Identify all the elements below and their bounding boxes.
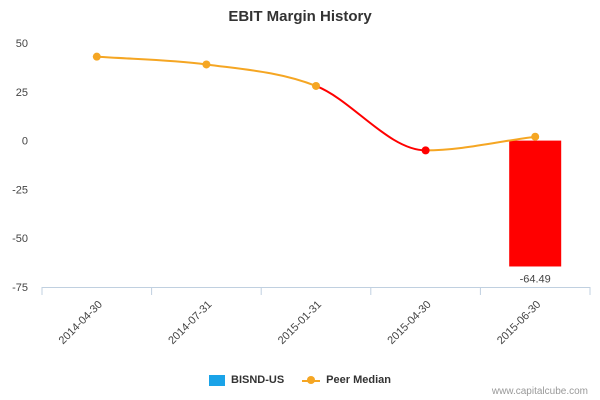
bar-data-label: -64.49: [520, 273, 551, 285]
line-point: [421, 146, 430, 155]
y-tick-label: -25: [12, 184, 28, 196]
x-tick-label: 2015-04-30: [385, 299, 433, 347]
line-point: [312, 81, 320, 90]
legend-swatch-line: [302, 375, 321, 386]
chart-title: EBIT Margin History: [228, 8, 372, 25]
line-point: [202, 60, 211, 69]
line-series-peer-median: [425, 135, 536, 152]
y-tick-label: -50: [12, 233, 28, 245]
line-point: [92, 52, 101, 61]
y-tick-label: 0: [22, 136, 28, 148]
line-point: [531, 132, 540, 141]
credit-text: www.capitalcube.com: [491, 386, 588, 397]
x-tick-label: 2014-07-31: [166, 299, 214, 347]
plot-area: 50 25 0 -25 -50 -75 2014-04-30 2014-07-31 2015-0…: [12, 38, 591, 347]
line-series-peer-median: [96, 55, 207, 66]
legend: BISND-US Peer Median: [0, 374, 600, 386]
y-tick-label: 25: [16, 87, 28, 99]
legend-label-bisnd-us: BISND-US: [231, 374, 285, 386]
bar: [509, 140, 562, 267]
line-series-peer-median: [206, 63, 317, 87]
legend-swatch-bar: [209, 374, 225, 386]
x-tick-label: 2014-04-30: [57, 299, 105, 347]
x-tick-label: 2015-06-30: [495, 299, 543, 347]
legend-label-peer-median: Peer Median: [326, 374, 391, 386]
y-tick-label: 50: [16, 38, 28, 50]
legend-item-bisnd-us[interactable]: BISND-US: [209, 374, 284, 386]
y-tick-label: -75: [12, 282, 28, 294]
x-tick-label: 2015-01-31: [276, 299, 324, 347]
legend-item-peer-median[interactable]: Peer Median: [302, 374, 391, 386]
line-series-peer-median: [315, 85, 426, 152]
